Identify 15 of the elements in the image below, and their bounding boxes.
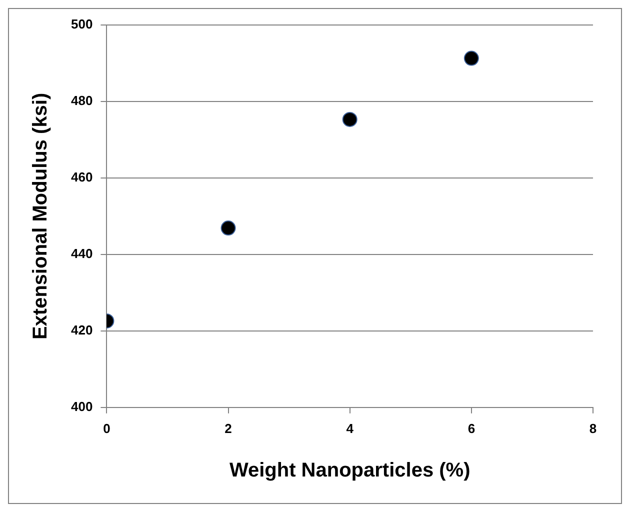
y-axis-title: Extensional Modulus (ksi) bbox=[30, 92, 52, 340]
point bbox=[342, 112, 358, 127]
x-tick-label: 8 bbox=[589, 420, 597, 436]
y-tick-label: 400 bbox=[70, 398, 93, 414]
y-tick-label: 500 bbox=[70, 16, 93, 32]
x-axis-title: Weight Nanoparticles (%) bbox=[229, 460, 470, 482]
x-tick-label: 4 bbox=[346, 420, 354, 436]
point bbox=[464, 50, 479, 66]
x-tick-label: 2 bbox=[224, 420, 232, 436]
y-tick-label: 420 bbox=[70, 322, 93, 338]
x-tick-label: 0 bbox=[103, 420, 110, 436]
y-tick-label: 440 bbox=[70, 246, 93, 262]
y-tick-label: 460 bbox=[70, 170, 93, 185]
x-tick-label: 6 bbox=[468, 420, 476, 436]
y-tick-label: 480 bbox=[70, 93, 93, 108]
